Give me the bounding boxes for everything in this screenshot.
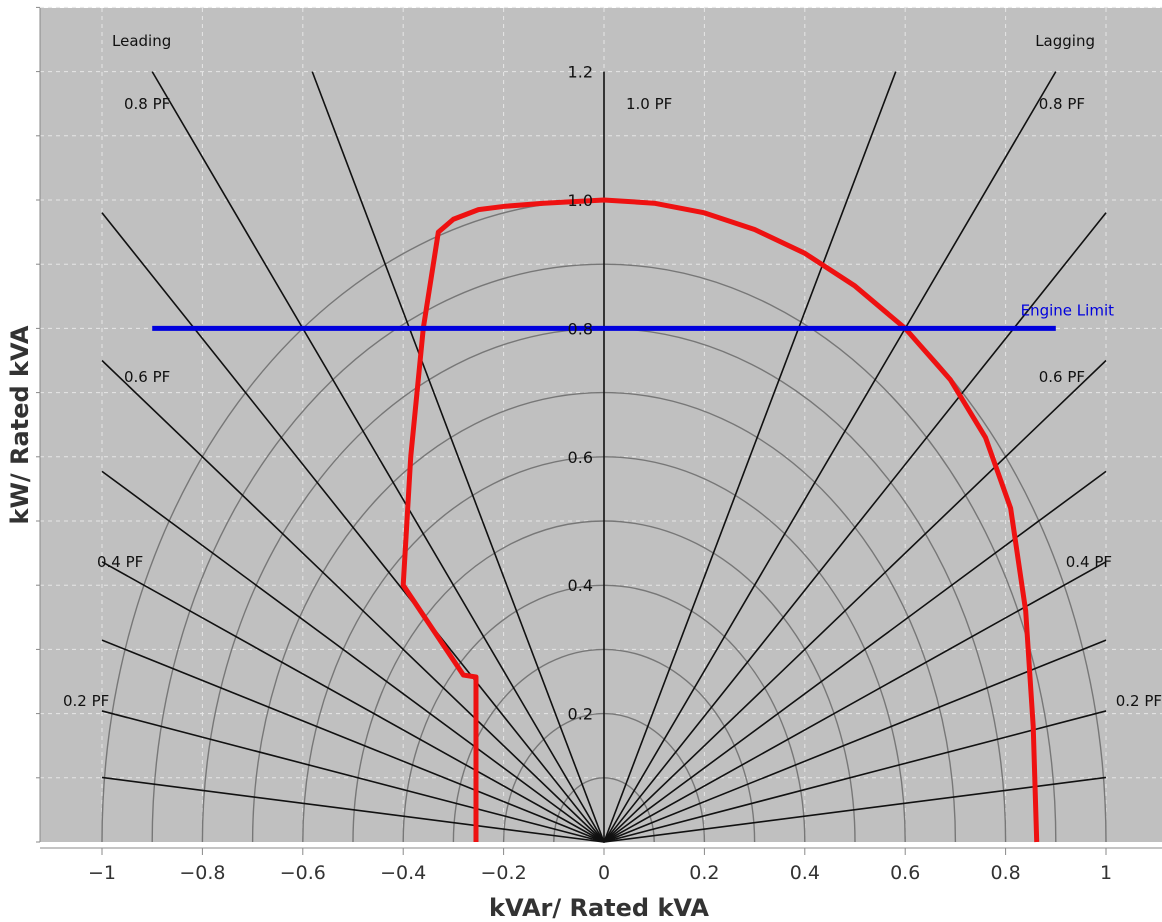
y-tick-label: 1.0: [568, 191, 593, 210]
y-tick-label: 0.6: [568, 448, 593, 467]
inner-labels: Leading Lagging 0.8 PF 0.6 PF 0.4 PF 0.2 PF 1.…: [63, 32, 1162, 724]
capability-series: [400, 197, 1040, 843]
pf-line: [603, 71, 1057, 843]
pf-label: 0.8 PF: [1039, 95, 1085, 113]
x-tick-label: −1: [88, 862, 116, 884]
x-tick-label: 0.8: [990, 862, 1020, 884]
series-layer: [152, 197, 1056, 843]
pf-label: 0.6 PF: [1039, 368, 1085, 386]
y-tick-label: 0.8: [568, 319, 593, 338]
y-axis-title: kW/ Rated kVA: [6, 325, 34, 524]
x-axis-title: kVAr/ Rated kVA: [489, 894, 709, 922]
pf-label: 0.6 PF: [124, 368, 170, 386]
y-axis-minor-ticks: [36, 6, 40, 843]
y-tick-label: 0.4: [568, 576, 593, 595]
x-tick-label: −0.6: [280, 862, 326, 884]
x-tick-label: −0.8: [179, 862, 225, 884]
pf-line: [101, 710, 605, 843]
pf-lines: [101, 71, 1107, 843]
pf-line: [151, 71, 605, 843]
pf-line: [311, 71, 605, 843]
pf-line: [101, 561, 605, 843]
x-tick-label: 1: [1100, 862, 1112, 884]
pf-line: [603, 776, 1107, 843]
pf-label: 0.4 PF: [97, 553, 143, 571]
pf-line: [603, 710, 1107, 843]
engine-limit-label: Engine Limit: [1021, 301, 1114, 319]
lagging-label: Lagging: [1035, 32, 1095, 50]
pf-line: [603, 359, 1107, 843]
pf-line: [101, 212, 605, 843]
x-ticks: −1 −0.8 −0.6 −0.4 −0.2 0 0.2 0.4 0.6 0.8 1: [88, 848, 1112, 884]
pf-line: [603, 561, 1107, 843]
pf-line: [603, 212, 1107, 843]
pf-line: [603, 71, 897, 843]
leading-label: Leading: [112, 32, 171, 50]
x-tick-label: 0.6: [890, 862, 920, 884]
x-tick-label: −0.4: [380, 862, 426, 884]
pf-line: [101, 776, 605, 843]
pf-line: [603, 470, 1107, 843]
x-tick-label: 0.2: [689, 862, 719, 884]
pf-label: 1.0 PF: [626, 95, 672, 113]
pf-line: [101, 639, 605, 843]
pf-label: 0.8 PF: [124, 95, 170, 113]
pf-line: [603, 639, 1107, 843]
pf-line: [101, 470, 605, 843]
pf-label: 0.4 PF: [1066, 553, 1112, 571]
x-tick-label: 0.4: [790, 862, 820, 884]
pf-label: 0.2 PF: [63, 692, 109, 710]
y-tick-label: 1.2: [568, 63, 593, 82]
pf-line: [101, 359, 605, 843]
y-tick-label: 0.2: [568, 705, 593, 724]
x-tick-label: 0: [598, 862, 610, 884]
x-tick-label: −0.2: [481, 862, 527, 884]
pf-label: 0.2 PF: [1116, 692, 1162, 710]
